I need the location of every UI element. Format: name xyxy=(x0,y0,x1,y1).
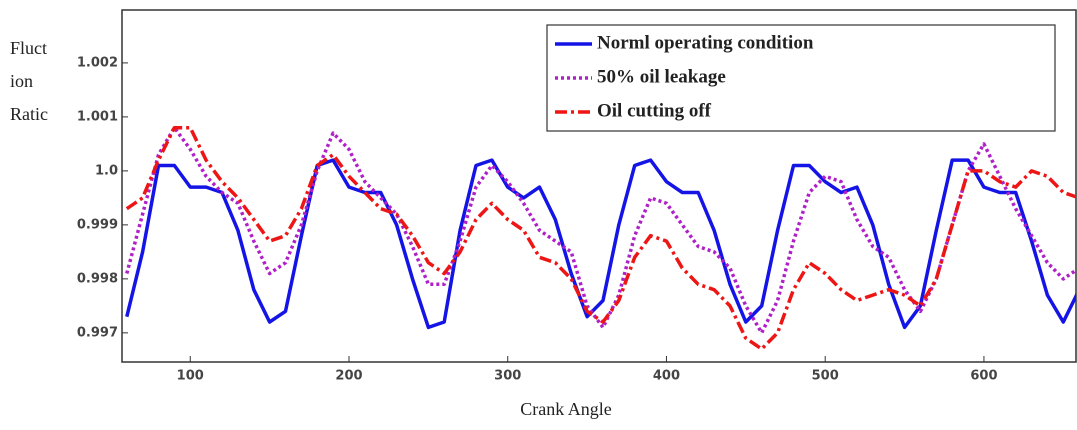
y-tick-label: 1.002 xyxy=(77,55,118,70)
legend-box xyxy=(546,24,1056,132)
y-tick-label: 1.001 xyxy=(77,109,118,124)
y-axis-label: Ratic xyxy=(10,104,48,124)
legend: Norml operating condition 50% oil leakage… xyxy=(546,24,1056,132)
series-line xyxy=(125,158,1076,330)
y-tick-label: 1.0 xyxy=(95,163,118,178)
legend-label: Norml operating condition xyxy=(597,32,814,53)
x-tick-label: 400 xyxy=(653,369,680,384)
x-tick-label: 200 xyxy=(335,369,362,384)
x-axis-label: Crank Angle xyxy=(520,399,612,419)
x-tick-label: 300 xyxy=(494,369,521,384)
y-tick-label: 0.997 xyxy=(77,325,118,340)
x-tick-label: 500 xyxy=(812,369,839,384)
series-line xyxy=(125,125,1076,351)
legend-label: Oil cutting off xyxy=(597,100,712,121)
x-tick-label: 600 xyxy=(970,369,997,384)
x-tick-label: 100 xyxy=(177,369,204,384)
y-axis-label: Fluct xyxy=(10,38,47,58)
y-tick-label: 0.999 xyxy=(77,217,118,232)
y-tick-label: 0.998 xyxy=(77,271,118,286)
series-line xyxy=(125,125,1076,335)
y-axis-label: ion xyxy=(10,71,33,91)
legend-label: 50% oil leakage xyxy=(597,66,726,87)
